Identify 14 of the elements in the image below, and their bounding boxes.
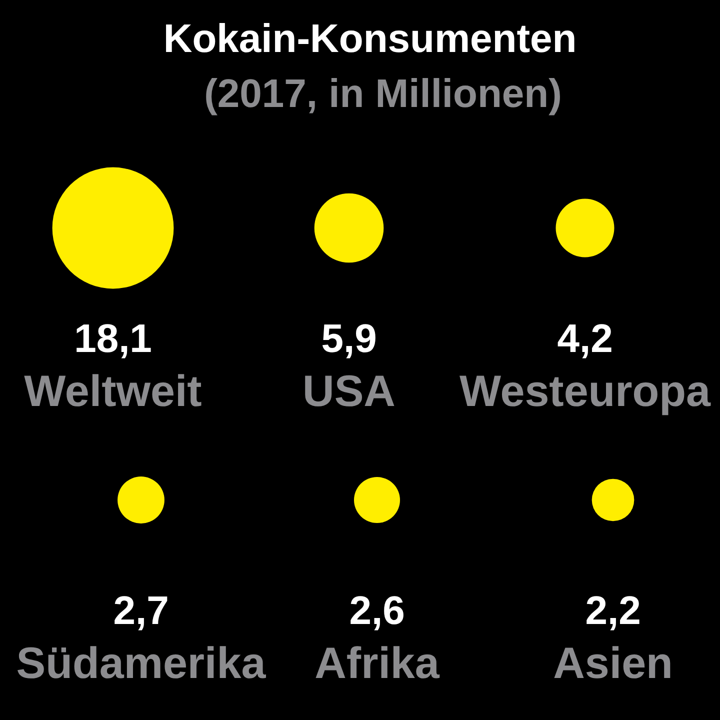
data-label: 2,2 (585, 589, 641, 633)
data-label: 2,6 (349, 589, 405, 633)
category-label: USA (302, 367, 396, 416)
category-label: Weltweit (24, 367, 202, 416)
text: (2017, in Millionen) (204, 72, 562, 116)
data-label: 4,2 (557, 317, 613, 361)
category-label: Südamerika (16, 639, 266, 688)
category-label: Asien (553, 639, 673, 688)
data-label: 2,7 (113, 589, 169, 633)
data-label: 18,1 (74, 317, 152, 361)
category-label: Westeuropa (459, 367, 712, 416)
category-label: Afrika (314, 639, 440, 688)
text: Kokain-Konsumenten (163, 17, 577, 61)
data-label: 5,9 (321, 317, 377, 361)
